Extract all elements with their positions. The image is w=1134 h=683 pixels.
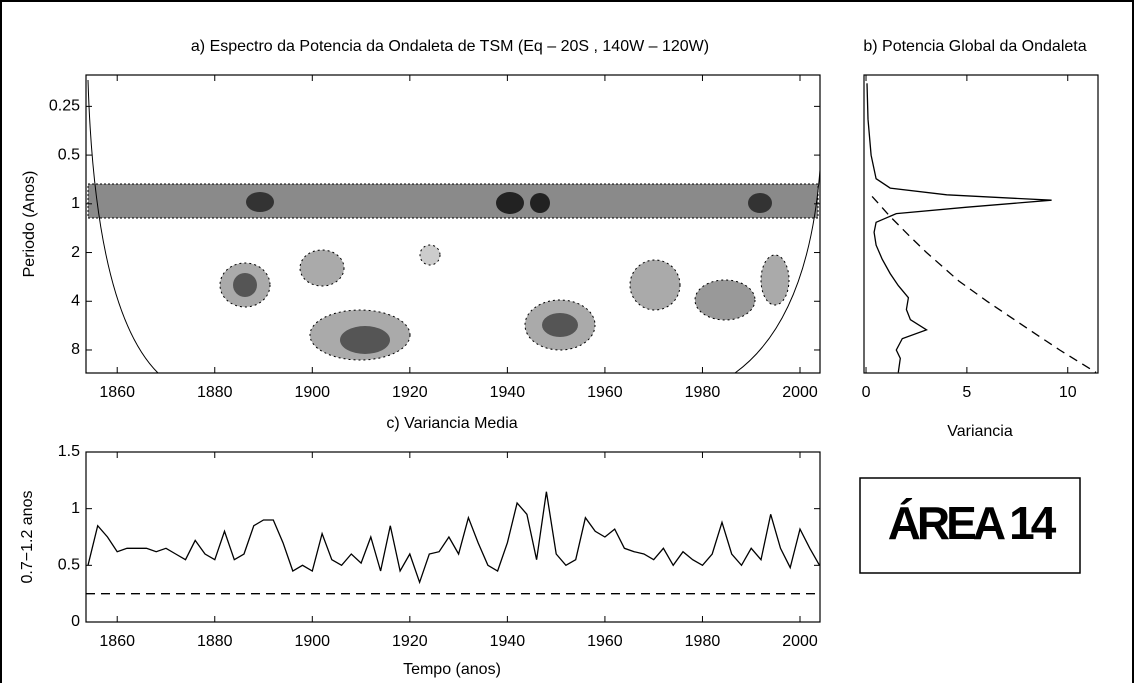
panel-title: a) Espectro da Potencia da Ondaleta de T… <box>191 38 709 55</box>
x-axis-label: Variancia <box>947 423 1013 440</box>
y-tick-label: 2 <box>71 244 80 261</box>
x-tick-label: 1960 <box>587 384 623 401</box>
y-tick-label: 1.5 <box>58 443 80 460</box>
y-tick-label: 0.25 <box>49 98 80 115</box>
x-tick-label: 1880 <box>197 384 233 401</box>
x-tick-label: 1920 <box>392 384 428 401</box>
x-tick-label: 1880 <box>197 633 233 650</box>
x-tick-label: 1900 <box>294 633 330 650</box>
x-tick-label: 1940 <box>490 633 526 650</box>
x-tick-label: 1980 <box>685 633 721 650</box>
y-tick-label: 8 <box>71 341 80 358</box>
x-tick-label: 1860 <box>99 633 135 650</box>
y-tick-label: 0.5 <box>58 557 80 574</box>
data-line <box>866 83 1052 373</box>
panel-title: b) Potencia Global da Ondaleta <box>863 38 1086 55</box>
x-tick-label: 10 <box>1059 384 1077 401</box>
x-tick-label: 1960 <box>587 633 623 650</box>
y-tick-label: 4 <box>71 292 80 309</box>
y-tick-label: 1 <box>71 500 80 517</box>
x-tick-label: 1900 <box>294 384 330 401</box>
x-tick-label: 1980 <box>685 384 721 401</box>
x-tick-label: 1860 <box>99 384 135 401</box>
x-tick-label: 2000 <box>782 384 818 401</box>
x-tick-label: 1940 <box>490 384 526 401</box>
label-box <box>859 477 1081 574</box>
plot-area <box>85 451 821 623</box>
x-tick-label: 2000 <box>782 633 818 650</box>
y-tick-label: 0.5 <box>58 146 80 163</box>
data-line <box>871 195 1097 373</box>
x-tick-label: 0 <box>862 384 871 401</box>
panel-title: c) Variancia Media <box>386 415 517 432</box>
y-tick-label: 0 <box>71 613 80 630</box>
x-axis-label: Tempo (anos) <box>403 661 501 678</box>
wavelet-field <box>87 79 821 374</box>
plot-area <box>85 74 821 374</box>
plot-area <box>863 74 1099 374</box>
x-tick-label: 1920 <box>392 633 428 650</box>
area-label: ÁREA 14 <box>888 497 1057 549</box>
data-line <box>87 491 821 585</box>
y-axis-label: Periodo (Anos) <box>21 171 38 278</box>
x-tick-label: 5 <box>962 384 971 401</box>
y-tick-label: 1 <box>71 195 80 212</box>
y-axis-label: 0.7−1.2 anos <box>19 491 36 584</box>
